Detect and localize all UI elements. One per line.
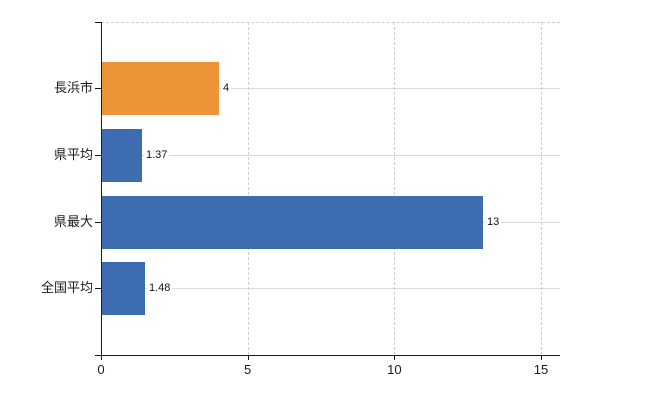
category-label: 長浜市 — [53, 80, 93, 95]
x-axis-tick-label: 5 — [244, 362, 252, 377]
value-label: 13 — [485, 215, 502, 229]
gridline-horizontal — [101, 288, 560, 289]
chart-bar — [102, 61, 219, 115]
chart-bar — [102, 261, 145, 315]
category-label: 県平均 — [53, 147, 93, 162]
plot-top-border — [101, 22, 560, 23]
y-axis-tick — [95, 88, 101, 89]
x-axis-tick — [541, 355, 542, 360]
value-label: 1.37 — [144, 148, 170, 162]
gridline-horizontal — [101, 155, 560, 156]
y-axis — [101, 22, 102, 355]
x-axis-tick — [394, 355, 396, 360]
gridline-vertical — [541, 22, 542, 355]
x-axis-tick — [247, 355, 249, 360]
value-label: 1.48 — [147, 281, 173, 295]
value-label: 4 — [221, 81, 232, 95]
gridline-vertical — [394, 22, 396, 355]
x-axis-tick-label: 0 — [97, 362, 105, 377]
x-axis-tick-label: 15 — [533, 362, 549, 377]
chart-bar — [102, 128, 142, 182]
x-axis-tick — [101, 355, 102, 360]
y-axis-tick — [95, 222, 101, 223]
y-axis-tick — [95, 155, 101, 156]
y-axis-top-tick — [95, 22, 101, 23]
gridline-vertical — [247, 22, 249, 355]
x-axis-tick-label: 10 — [387, 362, 402, 377]
x-axis — [95, 355, 560, 356]
y-axis-tick — [95, 288, 101, 289]
gridline-horizontal — [101, 88, 560, 89]
category-label: 全国平均 — [40, 280, 93, 295]
category-label: 県最大 — [53, 214, 93, 229]
chart-bar — [102, 195, 483, 249]
